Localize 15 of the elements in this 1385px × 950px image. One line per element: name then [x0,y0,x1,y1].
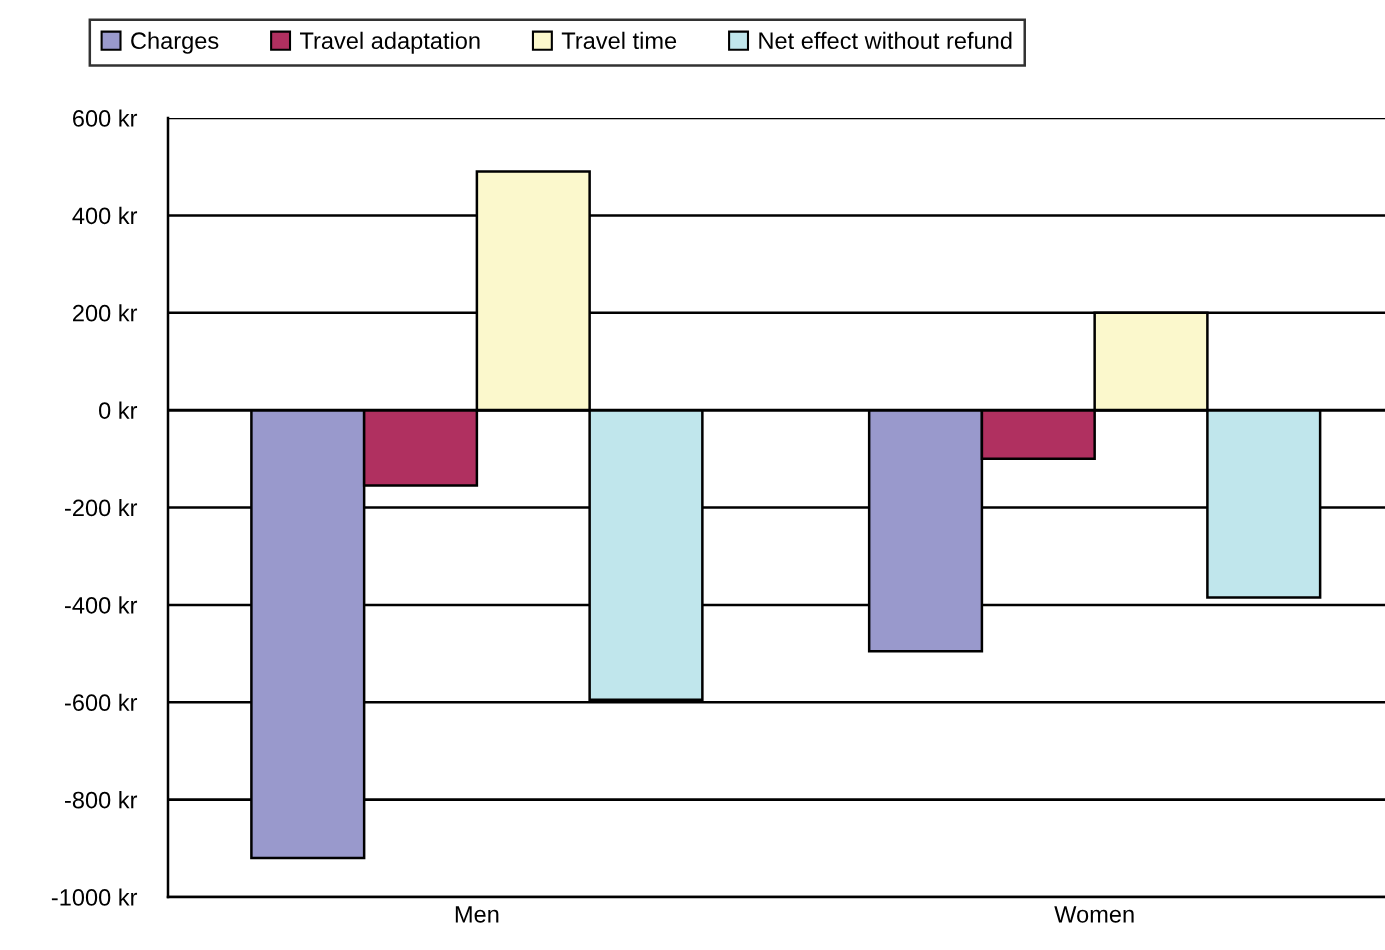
y-tick-label: 200 kr [73,304,138,322]
legend-label: Net effect without refund [759,31,1012,50]
y-tick-label: 600 kr [73,109,138,127]
y-tick-label: -200 kr [65,498,138,517]
legend-label: Travel adaptation [299,31,480,54]
y-tick-label: -800 kr [65,791,138,809]
x-tick-label: Women [1054,906,1134,923]
y-tick-label: -1000 kr [51,888,138,906]
legend-label: Travel time [561,31,677,50]
x-tick-label: Men [455,906,499,923]
y-tick-label: 400 kr [72,206,138,225]
legend-label: Charges [131,31,219,54]
y-tick-label: -400 kr [65,596,138,614]
y-tick-label: -600 kr [65,693,138,712]
y-tick-label: 0 kr [99,401,138,419]
